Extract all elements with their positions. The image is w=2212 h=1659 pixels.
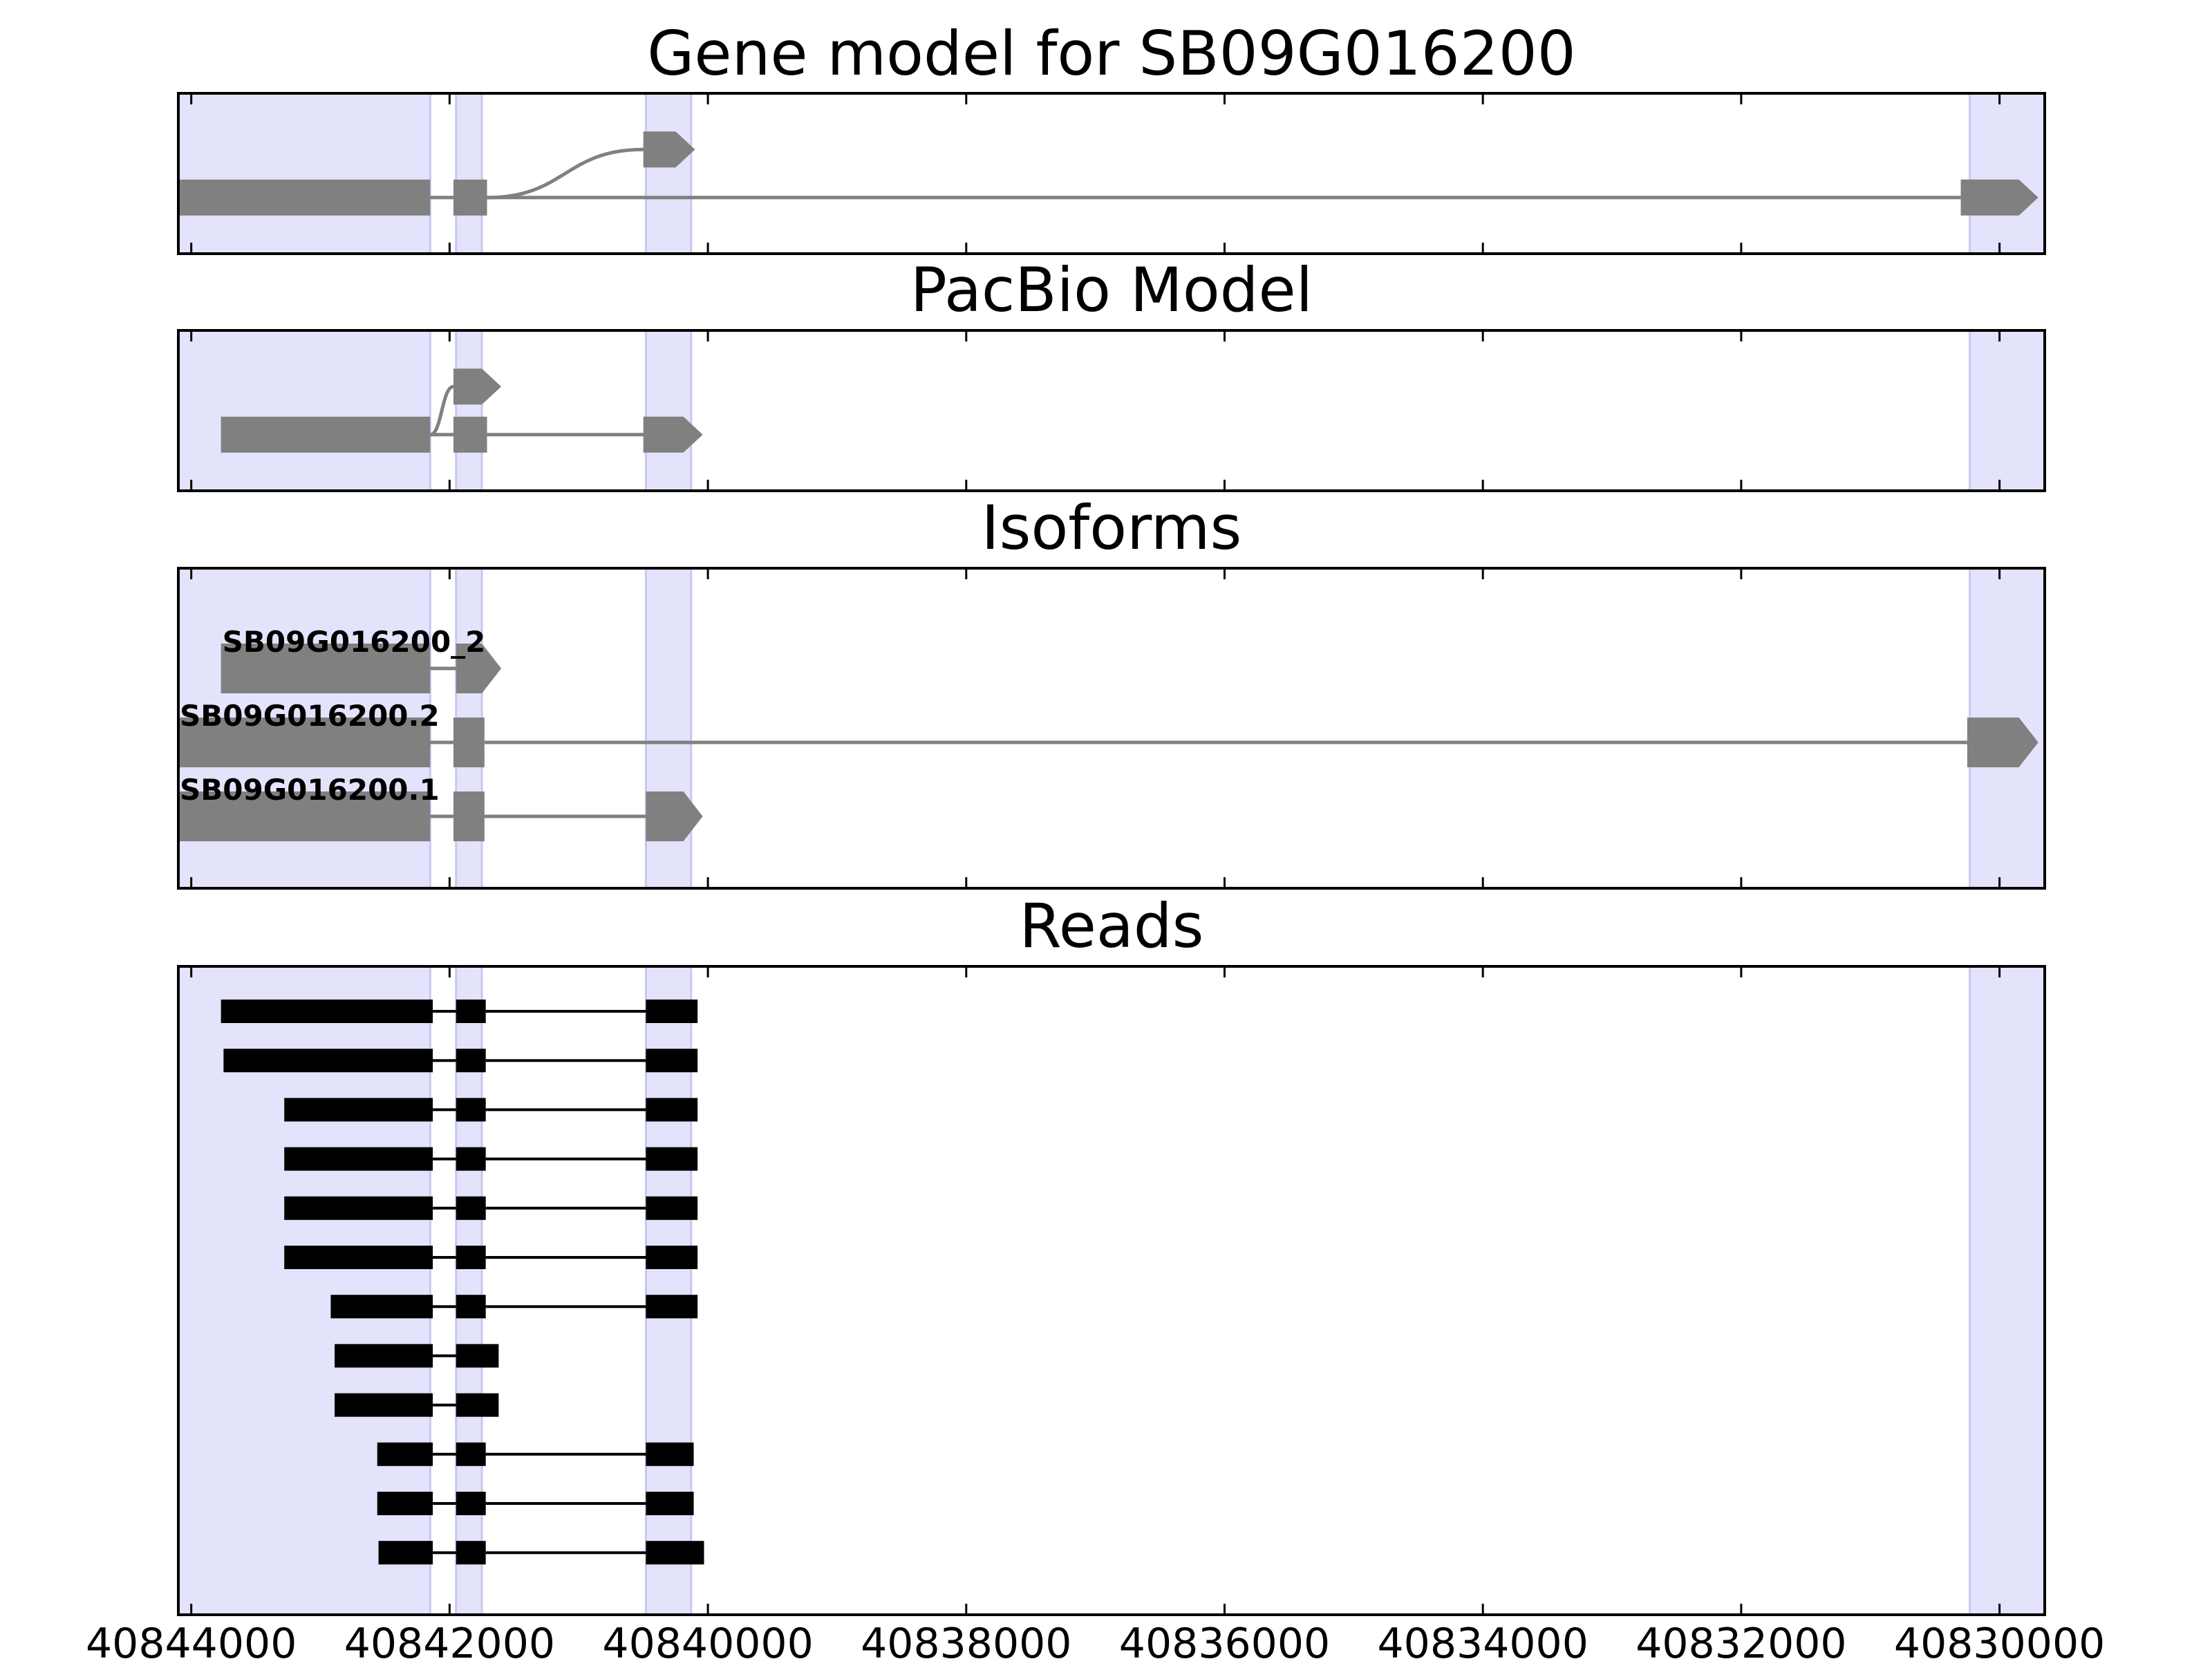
panel-frame — [177, 567, 2046, 890]
read-block — [456, 1295, 486, 1319]
highlight-region — [646, 330, 691, 491]
x-tick-label: 40834000 — [1378, 1620, 1588, 1659]
read-block — [456, 1344, 499, 1368]
exon — [646, 791, 703, 841]
exon — [453, 368, 502, 405]
panel-title: Reads — [1020, 890, 1204, 962]
read-block — [378, 1541, 433, 1565]
read-block — [456, 1000, 486, 1023]
exon — [643, 416, 703, 453]
read-block — [456, 1147, 486, 1171]
highlight-region — [178, 93, 431, 254]
track-panel-1: Gene model for SB09G016200 — [177, 18, 2046, 255]
splice-branch — [487, 147, 644, 200]
x-tick-label: 40838000 — [861, 1620, 1071, 1659]
read-block — [456, 1246, 486, 1269]
exon — [456, 644, 502, 693]
read-block — [646, 1049, 698, 1073]
read-block — [646, 1492, 694, 1515]
track-panel-3: Isoforms SB09G016200_2 SB09G016200.2 SB09G0… — [177, 492, 2046, 890]
highlight-region — [646, 93, 691, 254]
read-block — [456, 1541, 486, 1565]
exon — [453, 179, 487, 216]
read-block — [646, 1295, 698, 1319]
exon — [1960, 179, 2038, 216]
highlight-region — [1969, 330, 2045, 491]
highlight-region — [178, 330, 431, 491]
exon — [643, 131, 695, 168]
highlight-region — [1969, 966, 2045, 1615]
exon — [453, 791, 485, 841]
read-block — [456, 1049, 486, 1073]
isoform-label: SB09G016200_2 — [223, 625, 486, 659]
panel-frame — [177, 92, 2046, 255]
read-block — [335, 1393, 433, 1417]
x-tick-label: 40842000 — [344, 1620, 555, 1659]
exon — [221, 416, 431, 453]
panel-title: Gene model for SB09G016200 — [647, 18, 1576, 89]
exon — [178, 791, 431, 841]
read-block — [223, 1049, 433, 1073]
exon — [178, 718, 431, 767]
read-block — [456, 1196, 486, 1220]
panel-frame — [177, 965, 2046, 1616]
highlight-region — [456, 93, 482, 254]
read-block — [646, 1000, 698, 1023]
x-tick-label: 40836000 — [1119, 1620, 1330, 1659]
track-panel-2: PacBio Model — [177, 254, 2046, 492]
read-block — [284, 1147, 433, 1171]
isoform-label: SB09G016200.2 — [180, 699, 440, 733]
read-block — [456, 1393, 499, 1417]
read-block — [335, 1344, 433, 1368]
read-block — [456, 1492, 486, 1515]
highlight-region — [1969, 93, 2045, 254]
read-block — [330, 1295, 433, 1319]
x-tick-label: 40840000 — [602, 1620, 813, 1659]
isoform-label: SB09G016200.1 — [180, 773, 440, 807]
splice-branch — [429, 384, 454, 437]
panel-title: Isoforms — [982, 492, 1242, 563]
read-block — [646, 1442, 694, 1466]
read-block — [646, 1196, 698, 1220]
read-block — [284, 1098, 433, 1122]
track-panel-4: Reads — [177, 890, 2046, 1616]
read-block — [221, 1000, 433, 1023]
exon — [1967, 718, 2038, 767]
panel-frame — [177, 329, 2046, 492]
read-block — [646, 1246, 698, 1269]
read-block — [284, 1196, 433, 1220]
x-tick-label: 40832000 — [1635, 1620, 1846, 1659]
read-block — [646, 1147, 698, 1171]
read-block — [456, 1442, 486, 1466]
exon — [221, 644, 431, 693]
exon — [178, 179, 431, 216]
read-block — [284, 1246, 433, 1269]
read-block — [377, 1442, 433, 1466]
read-block — [377, 1492, 433, 1515]
x-tick-label: 40830000 — [1894, 1620, 2105, 1659]
read-block — [456, 1098, 486, 1122]
exon — [453, 416, 487, 453]
exon — [453, 718, 485, 767]
panel-title: PacBio Model — [910, 254, 1313, 326]
x-tick-label: 40844000 — [86, 1620, 297, 1659]
read-block — [646, 1098, 698, 1122]
read-block — [646, 1541, 704, 1565]
highlight-region — [456, 330, 482, 491]
